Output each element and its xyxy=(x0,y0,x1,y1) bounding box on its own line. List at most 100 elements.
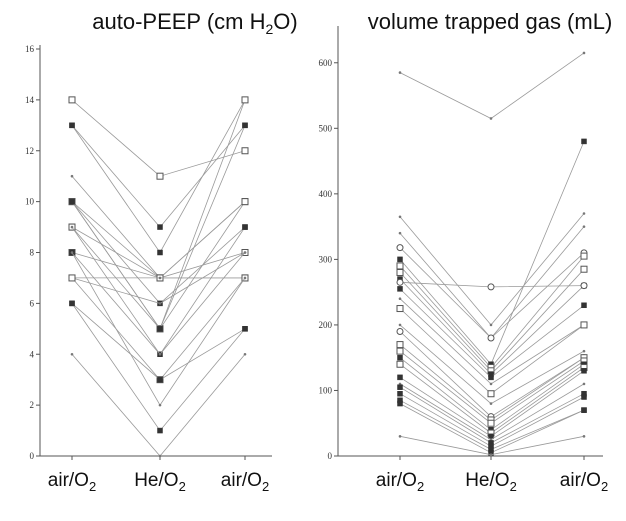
category-subscript: 2 xyxy=(417,479,424,494)
y-tick-label: 4 xyxy=(30,349,35,359)
data-point xyxy=(489,453,493,456)
data-point xyxy=(158,454,162,458)
data-point xyxy=(398,215,402,219)
data-point xyxy=(157,249,163,256)
data-point xyxy=(242,224,248,230)
category-text: He/O xyxy=(134,470,178,491)
data-point xyxy=(580,321,588,329)
x-category-label: air/O2 xyxy=(221,470,269,494)
data-point xyxy=(397,374,403,381)
data-point xyxy=(69,122,75,129)
data-point xyxy=(580,282,588,290)
data-point xyxy=(398,323,402,327)
data-point xyxy=(487,390,495,398)
data-point xyxy=(581,407,587,413)
y-tick-label: 2 xyxy=(30,400,35,410)
data-point xyxy=(396,305,404,313)
series-line xyxy=(399,141,585,365)
data-point xyxy=(489,323,493,327)
data-point xyxy=(397,400,403,407)
data-point xyxy=(396,327,404,335)
series-line xyxy=(71,354,246,457)
category-subscript: 2 xyxy=(601,479,608,494)
x-category-label: air/O2 xyxy=(560,470,608,494)
data-point xyxy=(581,394,587,400)
x-category-label: He/O2 xyxy=(134,470,186,494)
y-tick-label: 10 xyxy=(25,197,35,207)
series-line xyxy=(399,52,585,119)
data-point xyxy=(487,334,495,342)
data-point xyxy=(156,172,164,180)
category-subscript: 2 xyxy=(179,479,186,494)
series-line xyxy=(71,99,246,177)
y-tick-label: 500 xyxy=(319,123,333,133)
data-point xyxy=(396,268,404,276)
y-tick-label: 12 xyxy=(25,146,34,156)
data-point xyxy=(70,352,74,356)
y-tick-label: 8 xyxy=(30,248,35,258)
data-point xyxy=(487,419,495,427)
category-text: air/O xyxy=(48,470,89,491)
data-point xyxy=(582,51,586,55)
data-point xyxy=(158,403,162,407)
data-point xyxy=(396,341,404,349)
data-point xyxy=(398,71,402,74)
y-tick-label: 0 xyxy=(30,451,35,461)
data-point xyxy=(242,326,248,332)
category-text: air/O xyxy=(376,470,417,491)
data-point xyxy=(396,360,404,368)
data-point xyxy=(396,347,404,355)
data-point xyxy=(158,302,162,305)
data-point xyxy=(241,198,249,206)
y-tick-label: 600 xyxy=(319,58,333,68)
series-line xyxy=(71,226,246,355)
category-text: air/O xyxy=(560,470,601,491)
data-point xyxy=(489,117,493,120)
data-point xyxy=(489,402,493,405)
data-point xyxy=(396,278,404,286)
data-point xyxy=(398,231,402,235)
data-point xyxy=(68,96,76,104)
data-point xyxy=(580,265,588,273)
data-point xyxy=(157,376,163,383)
category-subscript: 2 xyxy=(510,479,517,494)
data-point xyxy=(581,302,587,309)
y-tick-label: 16 xyxy=(25,44,35,54)
category-subscript: 2 xyxy=(89,479,96,494)
series-line xyxy=(399,226,585,339)
data-point xyxy=(487,283,495,291)
data-point xyxy=(581,138,587,145)
series-line xyxy=(71,303,246,432)
data-point xyxy=(398,435,402,438)
data-point xyxy=(396,262,404,270)
data-point xyxy=(68,274,76,282)
series-line xyxy=(399,308,585,395)
title-tail: O) xyxy=(273,9,297,34)
data-point xyxy=(489,382,493,386)
data-point xyxy=(396,244,404,252)
data-point xyxy=(69,300,75,307)
data-point xyxy=(70,251,74,254)
x-category-label: air/O2 xyxy=(376,470,424,494)
data-point xyxy=(397,384,403,390)
data-point xyxy=(582,212,586,215)
y-tick-label: 0 xyxy=(328,451,333,461)
data-point xyxy=(70,174,74,178)
data-point xyxy=(241,96,249,104)
data-point xyxy=(582,225,586,228)
x-category-label: air/O2 xyxy=(48,470,96,494)
series-line xyxy=(71,99,246,330)
data-point xyxy=(397,354,403,361)
data-point xyxy=(582,349,586,353)
category-subscript: 2 xyxy=(262,479,269,494)
data-point xyxy=(243,276,247,280)
series-line xyxy=(71,226,246,355)
data-point xyxy=(488,374,494,381)
y-tick-label: 300 xyxy=(319,254,333,264)
chart-title-volume-trapped-gas: volume trapped gas (mL) xyxy=(368,9,613,34)
category-text: air/O xyxy=(221,470,262,491)
data-point xyxy=(242,122,248,129)
